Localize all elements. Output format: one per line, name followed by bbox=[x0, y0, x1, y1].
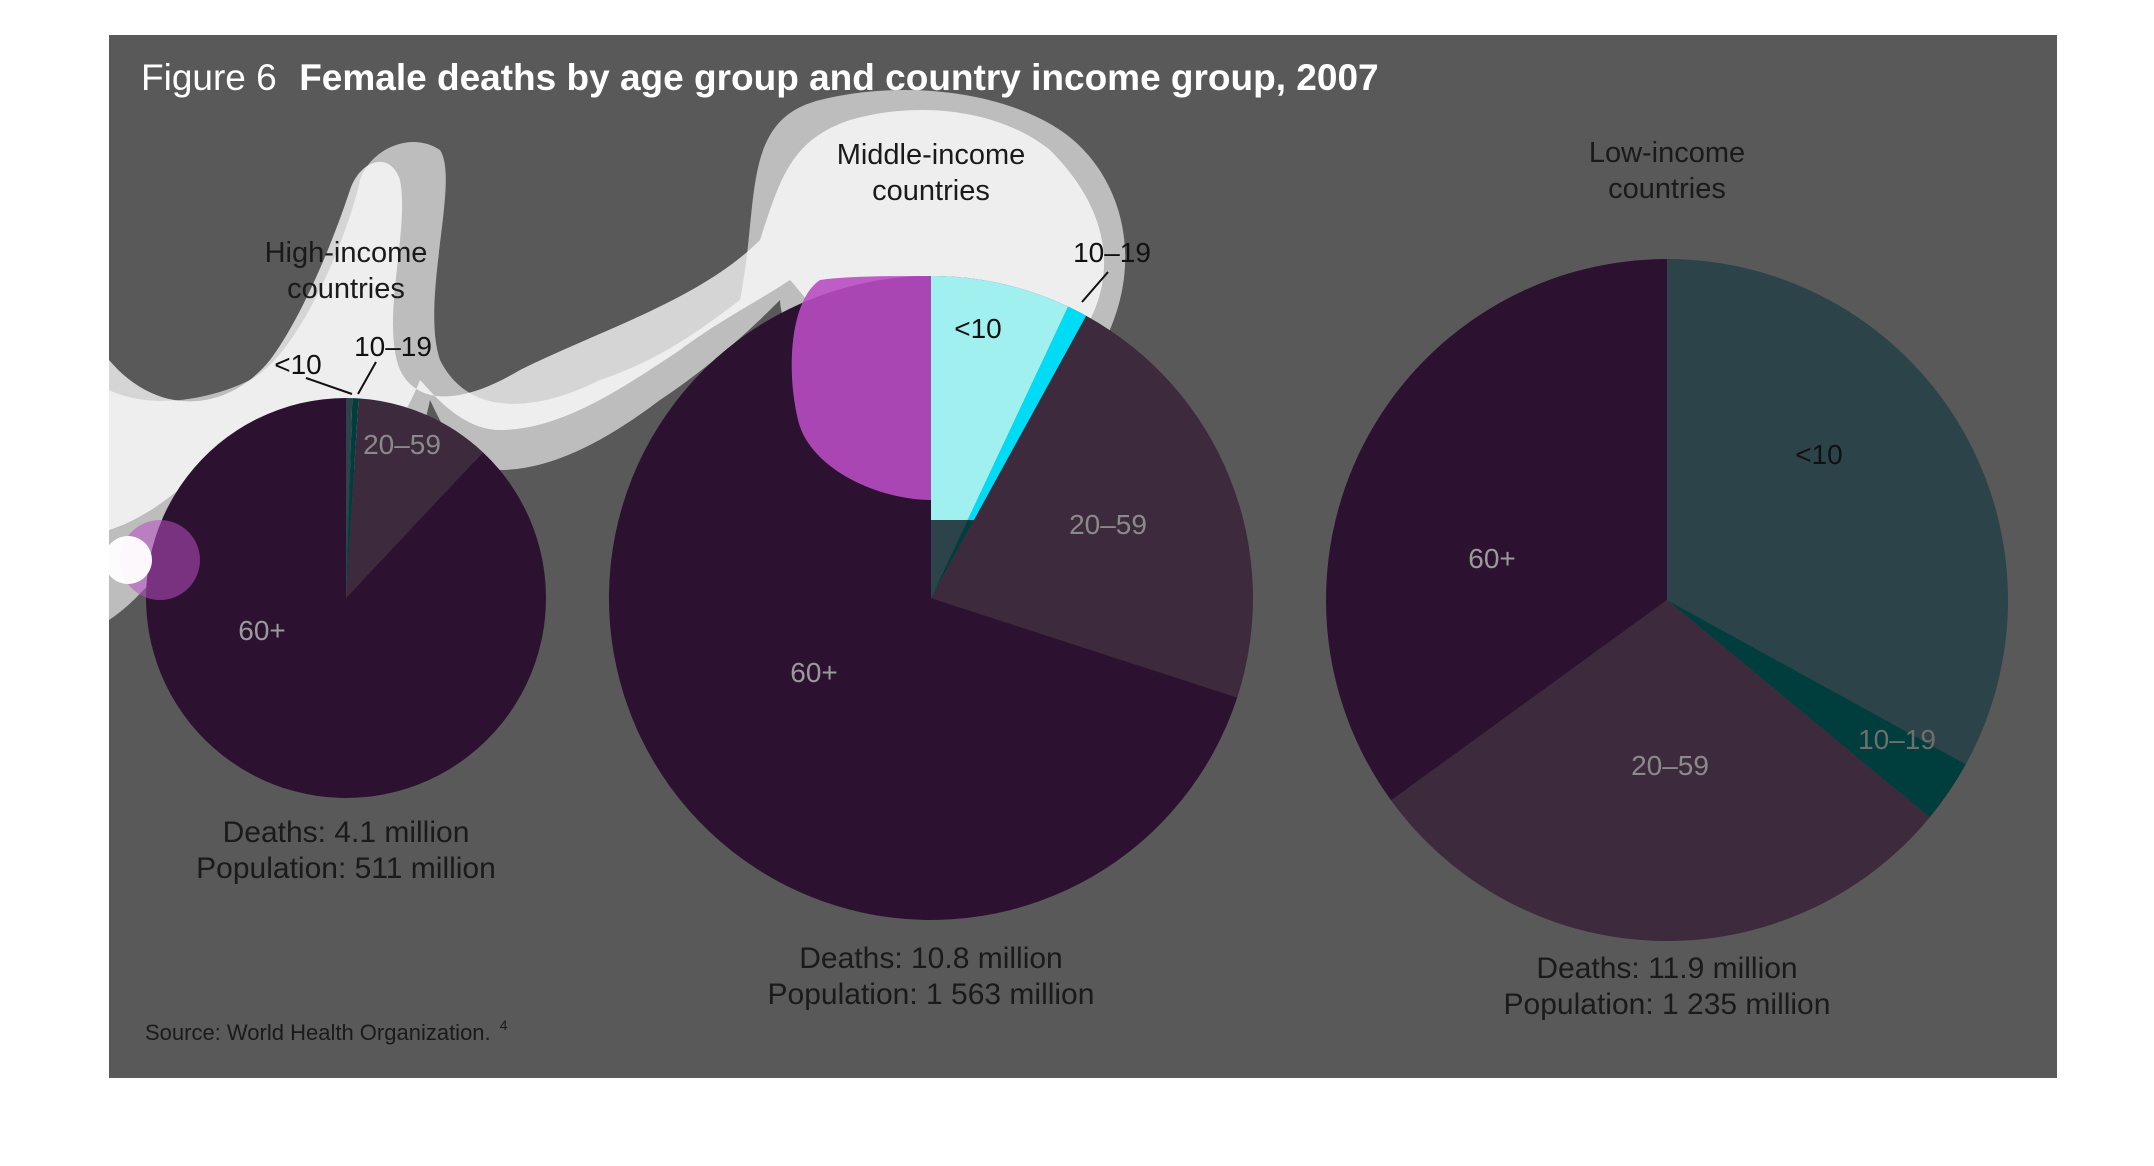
pie-2-slice-20-59 bbox=[931, 315, 1253, 698]
pie-2-label-60plus: 60+ bbox=[790, 657, 838, 688]
figure-title-text: Female deaths by age group and country i… bbox=[299, 57, 1378, 98]
highlight-lt10 bbox=[931, 275, 1069, 520]
pie-1-slice-lt10 bbox=[346, 398, 353, 598]
highlight-10-19 bbox=[967, 306, 1087, 520]
pie-3-title-line2: countries bbox=[1608, 173, 1726, 205]
figure-number: Figure 6 bbox=[141, 57, 277, 98]
pie-1-slice-10-19 bbox=[346, 398, 359, 598]
pie-3-label-lt10: <10 bbox=[1795, 439, 1843, 470]
pie-3-label-20-59: 20–59 bbox=[1631, 750, 1709, 781]
pie-1 bbox=[145, 398, 546, 798]
pie-3-slice-lt10 bbox=[1667, 259, 2008, 765]
pie-2-leader-10-19 bbox=[1081, 271, 1109, 303]
pie-1-label-60plus: 60+ bbox=[238, 615, 286, 646]
pie-1-label-20-59: 20–59 bbox=[363, 429, 441, 460]
pie-3-caption-population: Population: 1 235 million bbox=[1504, 988, 1831, 1021]
source-text: Source: World Health Organization. bbox=[145, 1020, 491, 1045]
pie-3-slice-60plus bbox=[1325, 259, 1667, 801]
pie-1-leader-10-19 bbox=[357, 361, 377, 395]
highlight-60plus-middle bbox=[791, 276, 931, 500]
pie-3-label-60plus: 60+ bbox=[1468, 543, 1516, 574]
pie-3-label-10-19: 10–19 bbox=[1858, 724, 1936, 755]
pie-3 bbox=[1325, 259, 2008, 941]
pie-2-slice-60plus bbox=[608, 276, 1238, 921]
pie-1-label-lt10: <10 bbox=[274, 349, 322, 380]
pie-1-label-10-19: 10–19 bbox=[354, 331, 432, 362]
chart-labels: High-income countries <10 10–19 20–59 60+ Deat… bbox=[196, 137, 1936, 1021]
pie-2-label-lt10: <10 bbox=[954, 313, 1002, 344]
white-dot bbox=[104, 536, 152, 584]
pie-1-caption-deaths: Deaths: 4.1 million bbox=[223, 816, 470, 849]
pie-3-caption-deaths: Deaths: 11.9 million bbox=[1536, 952, 1797, 985]
figure-title: Figure 6 Female deaths by age group and … bbox=[141, 57, 1379, 98]
pie-3-title-line1: Low-income bbox=[1589, 137, 1745, 169]
pie-2-caption-population: Population: 1 563 million bbox=[768, 978, 1095, 1011]
pie-1-caption-population: Population: 511 million bbox=[196, 852, 496, 885]
source-note: Source: World Health Organization. 4 bbox=[145, 1017, 508, 1045]
pie-1-slice-60plus bbox=[145, 398, 546, 798]
pie-3-slice-10-19 bbox=[1667, 600, 1966, 818]
pie-2-caption-deaths: Deaths: 10.8 million bbox=[799, 942, 1062, 975]
pie-2-label-10-19: 10–19 bbox=[1073, 237, 1151, 268]
pie-2-label-20-59: 20–59 bbox=[1069, 509, 1147, 540]
pie-1-leader-lt10 bbox=[305, 377, 353, 395]
pie-2-title-line1: Middle-income bbox=[837, 139, 1026, 171]
pie-1-title-line2: countries bbox=[287, 273, 405, 305]
source-footnote-ref: 4 bbox=[500, 1017, 508, 1033]
highlight-overlay bbox=[104, 275, 1087, 600]
pie-1-title-line1: High-income bbox=[265, 237, 428, 269]
pie-3-slice-20-59 bbox=[1391, 600, 1930, 941]
pie-1-slice-20-59 bbox=[346, 398, 483, 598]
pie-2-title-line2: countries bbox=[872, 175, 990, 207]
